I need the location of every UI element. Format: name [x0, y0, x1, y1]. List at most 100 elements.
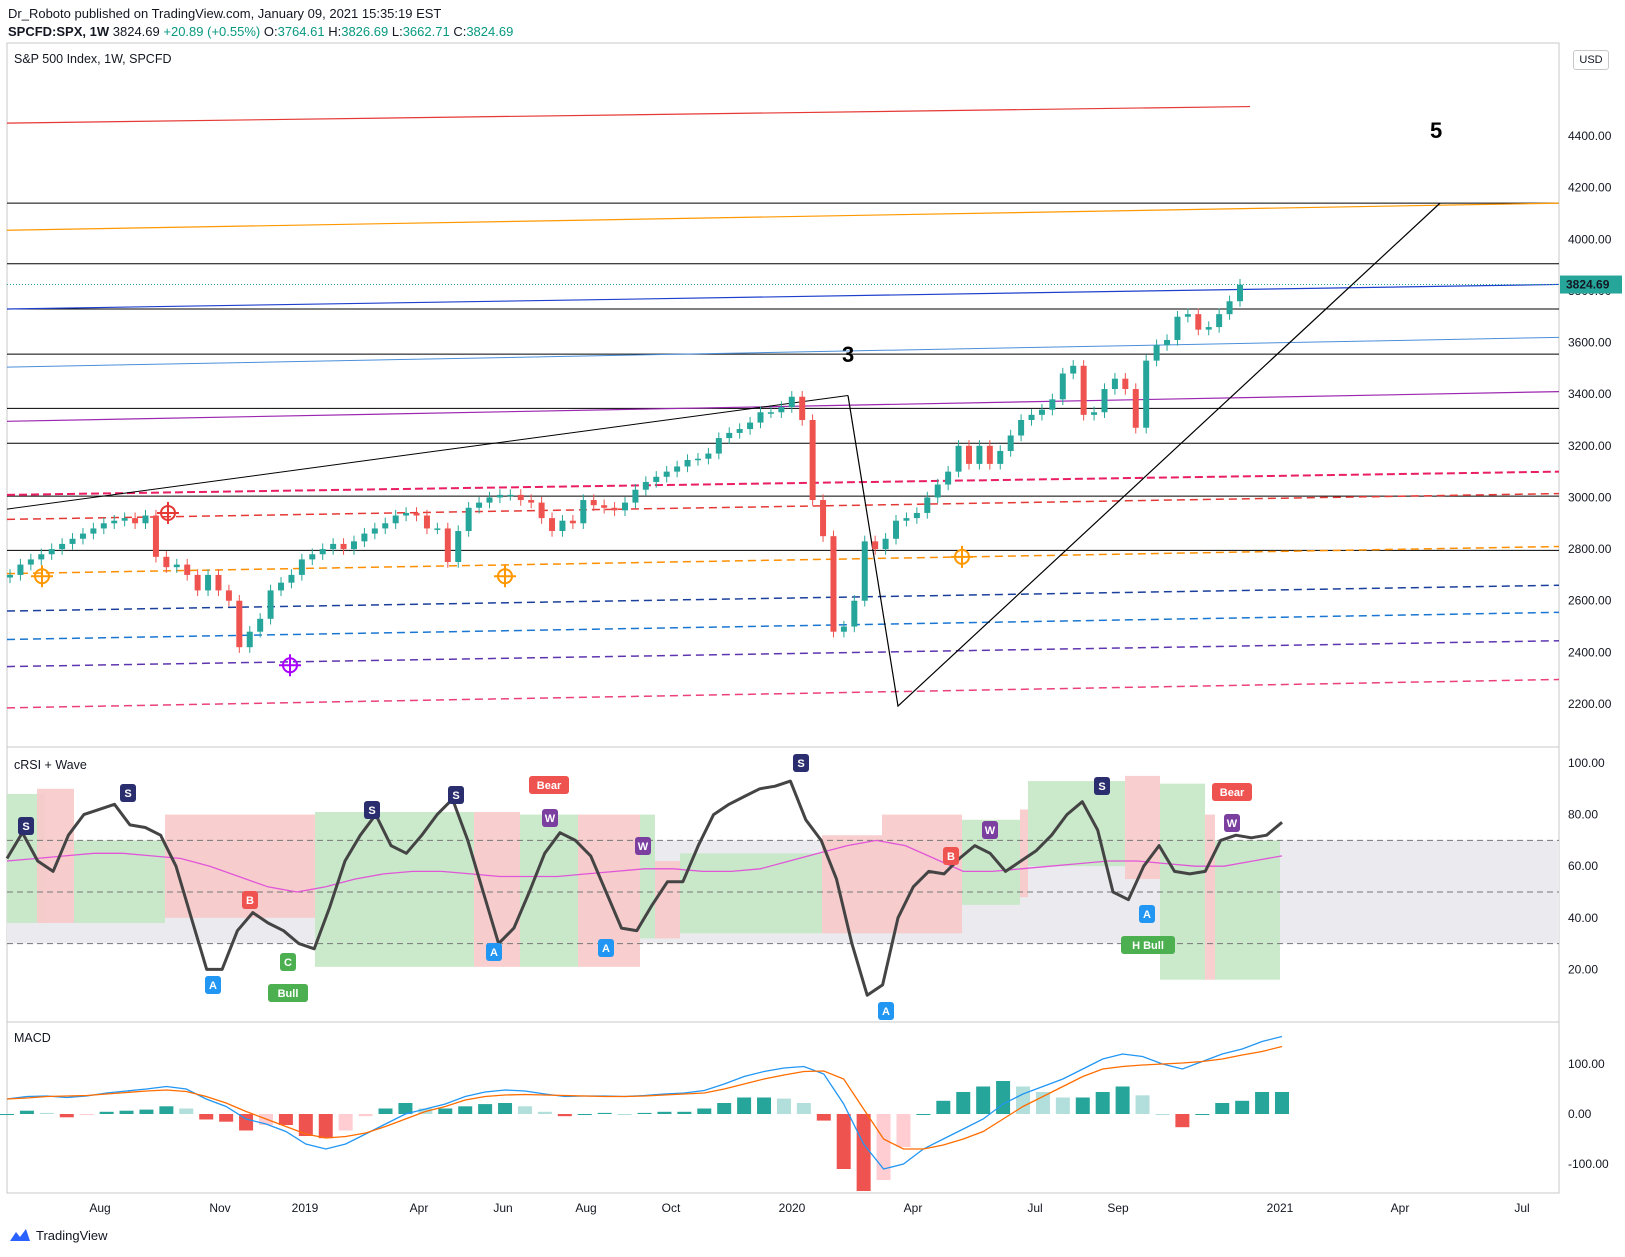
candle-body [549, 518, 556, 532]
candle-body [767, 412, 774, 414]
candle-body [820, 500, 827, 537]
macd-histogram-bar [219, 1114, 234, 1122]
crsi-regime-block [680, 853, 822, 934]
time-tick-label: Sep [1107, 1201, 1129, 1215]
crsi-regime-block [655, 861, 680, 939]
macd-histogram-bar [976, 1086, 991, 1114]
signal-badge [1212, 783, 1252, 801]
time-tick-label: 2019 [292, 1201, 319, 1215]
candle-body [840, 626, 847, 632]
time-tick-label: Jul [1514, 1201, 1529, 1215]
candle-body [674, 466, 681, 472]
last-price-tag-label: 3824.69 [1566, 278, 1610, 292]
signal-badge-label: Bear [1220, 787, 1245, 799]
signal-badge-label: A [490, 947, 498, 959]
macd-histogram-bar [79, 1114, 94, 1116]
trendline [6, 283, 1560, 310]
candle-body [413, 512, 420, 516]
price-change: +20.89 (+0.55%) [163, 24, 261, 39]
candle-body [830, 536, 837, 632]
candle-body [7, 574, 13, 578]
signal-badge [1121, 936, 1175, 954]
candle-body [1237, 284, 1243, 302]
trendline [6, 470, 1560, 496]
time-axis[interactable]: Aug Nov 2019 Apr Jun Aug Oct 2020 Apr Jul Sep 2021 A… [89, 1201, 1529, 1215]
symbol-label: SPCFD:SPX, 1W [8, 24, 110, 39]
macd-axis[interactable]: -100.00 0.00 100.00 [1568, 1057, 1609, 1171]
macd-histogram-bar [239, 1114, 254, 1131]
candle-body [913, 512, 920, 519]
macd-histogram-bar [1235, 1100, 1250, 1114]
macd-histogram-bar [677, 1111, 692, 1114]
wave-5-label: 5 [1430, 118, 1442, 143]
trendlines-layer [6, 105, 1560, 709]
macd-histogram-bar [717, 1103, 732, 1114]
candle-body [267, 590, 274, 619]
crsi-tick-label: 80.00 [1568, 808, 1598, 822]
signal-badge-label: A [602, 943, 610, 955]
macd-histogram-bar [1155, 1114, 1170, 1115]
candle-body [90, 528, 97, 534]
candle-body [1122, 378, 1129, 390]
candle-body [715, 438, 722, 454]
macd-histogram-bar [398, 1103, 413, 1114]
candle-body [934, 484, 941, 498]
signal-badge-label: S [452, 790, 459, 802]
crsi-tick-label: 100.00 [1568, 756, 1605, 770]
macd-histogram-bar [896, 1114, 911, 1147]
candle-body [517, 494, 524, 501]
candle-body [476, 502, 483, 508]
macd-histogram-bar [318, 1114, 333, 1139]
signal-badge [878, 1002, 894, 1020]
candle-body [1216, 314, 1223, 328]
time-tick-label: 2021 [1267, 1201, 1294, 1215]
signal-badge [18, 817, 34, 835]
candle-body [684, 460, 691, 467]
crsi-axis[interactable]: 20.00 40.00 60.00 80.00 100.00 [1568, 756, 1605, 976]
low-label: L: [391, 24, 403, 39]
footer-brand-label: TradingView [36, 1227, 108, 1243]
tradingview-brand[interactable]: TradingView [8, 1227, 108, 1243]
candle-body [778, 407, 785, 413]
candle-body [163, 556, 170, 568]
signal-badge [364, 801, 380, 819]
candle-body [340, 543, 347, 550]
low-value: 3662.71 [402, 24, 450, 39]
macd-histogram-bar [498, 1103, 513, 1114]
tradingview-logo-icon [10, 1229, 30, 1241]
macd-histogram-bar [438, 1108, 453, 1114]
candle-body [590, 500, 597, 506]
time-tick-label: Apr [1391, 1201, 1410, 1215]
crsi-pane-title: cRSI + Wave [14, 758, 87, 772]
price-tick-label: 3000.00 [1568, 490, 1612, 504]
price-axis[interactable]: 2200.00 2400.00 2600.00 2800.00 3000.00 3200.… [7, 129, 1622, 711]
candle-body [736, 429, 743, 433]
wave-trendline [847, 202, 1441, 708]
candle-body [1205, 327, 1212, 330]
candle-body [924, 497, 931, 513]
candle-body [152, 515, 159, 557]
candle-body [371, 528, 378, 534]
currency-button[interactable]: USD [1573, 50, 1609, 70]
macd-histogram-bar [1215, 1103, 1230, 1114]
candle-body [361, 533, 368, 542]
candle-body [1080, 365, 1087, 415]
candle-body [872, 541, 879, 550]
candle-body [809, 420, 816, 501]
candle-body [444, 528, 451, 562]
candle-body [1101, 389, 1108, 413]
candle-body [142, 515, 149, 524]
signal-badge [486, 943, 502, 961]
macd-histogram-bar [1095, 1092, 1110, 1114]
macd-histogram-bar [637, 1112, 652, 1114]
signal-badge-label: W [545, 813, 556, 825]
candle-body [17, 564, 24, 575]
macd-histogram-bar [99, 1111, 114, 1114]
candle-body [38, 554, 45, 560]
candle-body [559, 520, 566, 532]
macd-histogram-bar [517, 1106, 532, 1114]
candle-body [455, 531, 462, 562]
time-tick-label: Aug [89, 1201, 110, 1215]
candle-body [1111, 378, 1118, 390]
